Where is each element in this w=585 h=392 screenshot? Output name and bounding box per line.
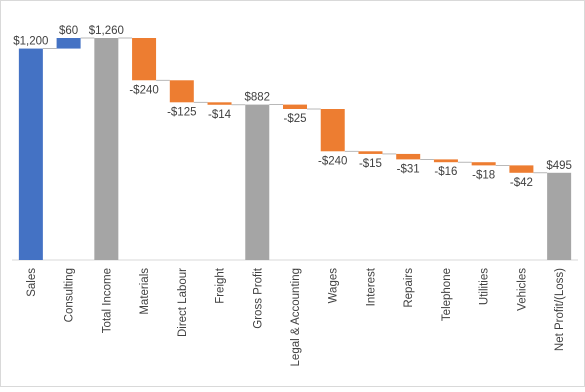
data-label: $495 bbox=[546, 160, 572, 172]
data-label: $60 bbox=[59, 25, 78, 37]
x-tick-label: Utilities bbox=[479, 268, 491, 305]
data-label: -$31 bbox=[397, 163, 420, 175]
data-label: $1,260 bbox=[89, 25, 124, 37]
bar bbox=[245, 104, 270, 260]
bar bbox=[56, 38, 81, 49]
bar bbox=[18, 48, 43, 261]
x-tick-label: Interest bbox=[365, 267, 377, 306]
x-tick-label: Materials bbox=[139, 268, 151, 315]
bar bbox=[547, 172, 572, 260]
data-label: -$18 bbox=[472, 169, 495, 181]
x-tick-label: Total Income bbox=[101, 268, 113, 333]
bar bbox=[132, 38, 157, 81]
data-label: -$14 bbox=[208, 109, 232, 121]
data-label: -$25 bbox=[283, 113, 306, 125]
x-tick-label: Repairs bbox=[403, 268, 415, 308]
x-tick-label: Net Profit/(Loss) bbox=[554, 268, 566, 351]
bar bbox=[207, 102, 232, 105]
x-tick-label: Consulting bbox=[64, 268, 76, 322]
data-label: -$42 bbox=[510, 177, 533, 189]
bar bbox=[396, 153, 421, 160]
x-tick-label: Vehicles bbox=[516, 268, 528, 311]
x-tick-label: Sales bbox=[26, 268, 38, 297]
x-tick-label: Freight bbox=[215, 267, 227, 304]
bar bbox=[169, 80, 194, 103]
data-label: $882 bbox=[244, 92, 270, 104]
bar bbox=[320, 109, 345, 152]
bar bbox=[471, 162, 496, 166]
bar bbox=[358, 151, 383, 154]
data-label: -$240 bbox=[318, 155, 347, 167]
x-tick-label: Direct Labour bbox=[177, 268, 189, 337]
data-label: $1,200 bbox=[13, 36, 48, 48]
bar bbox=[94, 38, 119, 260]
bar bbox=[283, 104, 307, 110]
x-tick-label: Legal & Accounting bbox=[290, 268, 302, 366]
data-label: -$240 bbox=[129, 84, 158, 96]
bar bbox=[509, 165, 534, 173]
x-tick-label: Telephone bbox=[441, 268, 453, 321]
data-label: -$16 bbox=[434, 166, 457, 178]
x-tick-label: Wages bbox=[328, 268, 340, 304]
x-tick-label: Gross Profit bbox=[252, 267, 264, 329]
data-label: -$15 bbox=[359, 158, 382, 170]
bar bbox=[433, 159, 458, 163]
data-label: -$125 bbox=[167, 106, 196, 118]
